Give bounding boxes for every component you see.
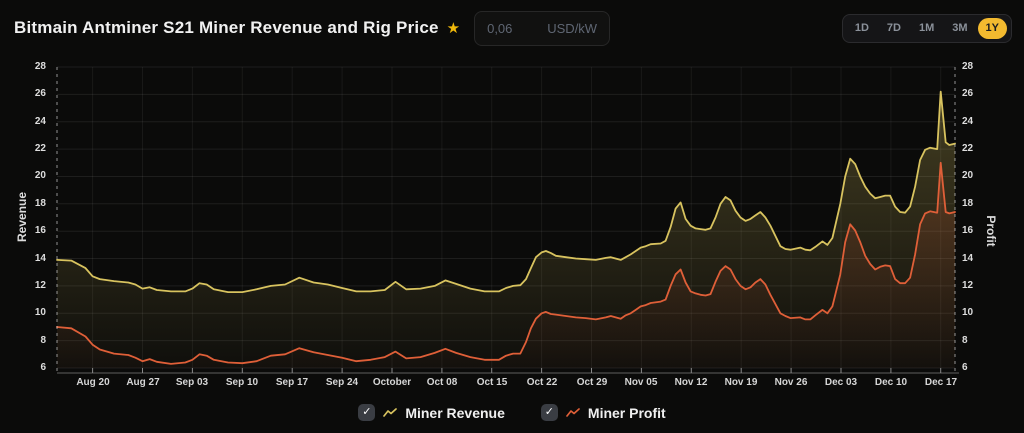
x-tick-label: Aug 20 (76, 377, 110, 388)
y-tick-label-left: 28 (34, 61, 46, 72)
y-tick-label-right: 6 (962, 362, 968, 373)
y-tick-label-right: 12 (962, 280, 974, 291)
range-button-7d[interactable]: 7D (879, 18, 909, 39)
x-tick-label: Nov 12 (674, 377, 708, 388)
y-tick-label-right: 22 (962, 143, 974, 154)
x-tick-label: Dec 17 (924, 377, 958, 388)
chart-header: Bitmain Antminer S21 Miner Revenue and R… (0, 0, 1024, 56)
x-tick-label: Sep 24 (325, 377, 359, 388)
x-tick-label: Dec 03 (824, 377, 858, 388)
range-button-1m[interactable]: 1M (911, 18, 942, 39)
legend-label: Miner Revenue (405, 404, 505, 421)
y-tick-label-right: 28 (962, 61, 974, 72)
y-tick-label-left: 24 (34, 116, 46, 127)
range-selector: 1D 7D 1M 3M 1Y (841, 13, 1012, 43)
x-tick-label: Sep 03 (175, 377, 209, 388)
y-tick-label-left: 8 (40, 335, 46, 346)
legend-label: Miner Profit (587, 404, 666, 421)
x-tick-label: Oct 15 (476, 377, 508, 388)
x-tick-label: Oct 29 (576, 377, 608, 388)
legend-item-miner-profit[interactable]: Miner Profit (540, 404, 666, 421)
range-button-1d[interactable]: 1D (847, 18, 877, 39)
y-tick-label-left: 22 (34, 143, 46, 154)
legend-item-miner-revenue[interactable]: Miner Revenue (358, 404, 505, 421)
chart-legend: Miner Revenue Miner Profit (0, 404, 1024, 421)
x-tick-label: Nov 19 (724, 377, 758, 388)
y-tick-label-left: 20 (34, 170, 46, 181)
y-tick-label-left: 26 (34, 88, 46, 99)
y-tick-label-left: 18 (34, 198, 46, 209)
x-tick-label: Sep 10 (225, 377, 259, 388)
y-tick-label-left: 12 (34, 280, 46, 291)
range-button-1y[interactable]: 1Y (977, 17, 1007, 39)
y-tick-label-right: 16 (962, 225, 974, 236)
checkbox-checked-icon[interactable] (358, 404, 376, 421)
x-tick-label: Nov 26 (774, 377, 808, 388)
checkbox-checked-icon[interactable] (540, 404, 558, 421)
x-tick-label: Sep 17 (275, 377, 309, 388)
page-title: Bitmain Antminer S21 Miner Revenue and R… (14, 18, 439, 37)
y-tick-label-right: 18 (962, 198, 974, 209)
y-tick-label-right: 8 (962, 335, 968, 346)
power-cost-value[interactable]: 0,06 (487, 20, 513, 36)
y-tick-label-right: 24 (962, 116, 974, 127)
favorite-star-icon[interactable] (447, 21, 460, 36)
y-axis-title-right: Profit (984, 215, 998, 247)
x-tick-label: Dec 10 (874, 377, 908, 388)
y-tick-label-left: 14 (34, 253, 46, 264)
y-tick-label-right: 10 (962, 307, 974, 318)
x-tick-label: Nov 05 (624, 377, 658, 388)
x-tick-label: Aug 27 (126, 377, 160, 388)
range-button-3m[interactable]: 3M (944, 18, 975, 39)
x-tick-label: Oct 22 (526, 377, 558, 388)
y-tick-label-left: 10 (34, 307, 46, 318)
y-tick-label-left: 6 (40, 362, 46, 373)
y-tick-label-right: 14 (962, 253, 974, 264)
line-series-icon (383, 408, 398, 417)
y-tick-label-right: 20 (962, 170, 974, 181)
y-tick-label-left: 16 (34, 225, 46, 236)
line-series-icon (566, 408, 580, 417)
x-tick-label: October (372, 377, 412, 388)
x-tick-label: Oct 08 (426, 377, 458, 388)
power-cost-unit: USD/kW (547, 20, 598, 36)
power-cost-input[interactable]: 0,06 USD/kW (474, 10, 611, 46)
y-tick-label-right: 26 (962, 88, 974, 99)
